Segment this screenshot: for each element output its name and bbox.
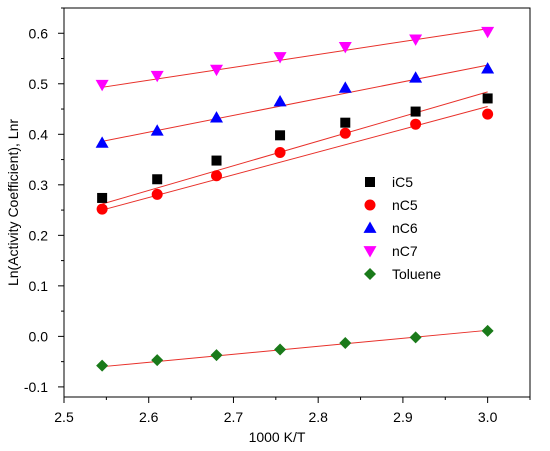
axes: [63, 7, 531, 398]
fit-line-toluene: [102, 329, 488, 368]
point-toluene: [96, 359, 109, 372]
x-axis-title: 1000 K/T: [249, 429, 306, 445]
point-nc5: [410, 118, 422, 130]
point-toluene: [481, 324, 494, 337]
point-nc6: [338, 81, 352, 93]
point-ic5: [152, 174, 163, 185]
point-ic5: [340, 117, 351, 128]
legend-label-toluene: Toluene: [392, 266, 441, 282]
point-nc6: [409, 71, 423, 83]
point-nc6: [150, 124, 164, 136]
legend-marker-ic5: [365, 177, 375, 187]
data-points: [95, 26, 495, 372]
x-tick-label: 2.8: [308, 409, 328, 425]
point-nc6: [273, 94, 287, 107]
point-toluene: [274, 343, 287, 356]
point-ic5: [211, 155, 222, 166]
point-nc7: [210, 64, 224, 77]
point-nc5: [274, 146, 286, 158]
y-tick-label: 0.4: [29, 126, 49, 142]
legend: iC5 nC5 nC6 nC7 Toluene: [363, 174, 441, 282]
legend-label-nc6: nC6: [392, 220, 418, 236]
point-nc5: [339, 127, 351, 139]
point-ic5: [410, 106, 421, 117]
point-toluene: [339, 336, 352, 349]
x-tick-label: 3.0: [478, 409, 498, 425]
x-tick-label: 2.9: [393, 409, 413, 425]
fit-line-nc7: [102, 28, 488, 88]
point-nc5: [211, 170, 223, 182]
point-toluene: [151, 354, 164, 367]
point-ic5: [97, 192, 108, 203]
ticks: 2.5 2.6 2.7 2.8 2.9 3.0 -0.1 0.0 0.1 0.2 0.3 0.4 0.5…: [24, 7, 531, 425]
point-nc7: [409, 34, 423, 46]
y-axis-title: Ln(Activity Coefficient), Lnr: [5, 119, 21, 286]
point-nc5: [151, 188, 163, 200]
y-tick-label: -0.1: [24, 379, 48, 395]
fit-line-ic5: [101, 91, 488, 205]
point-toluene: [210, 349, 223, 362]
x-tick-label: 2.5: [54, 409, 74, 425]
point-toluene: [409, 331, 422, 344]
y-tick-label: 0.3: [29, 177, 49, 193]
y-tick-label: 0.6: [29, 25, 49, 41]
point-ic5: [482, 93, 493, 104]
point-nc6: [95, 136, 109, 148]
fit-lines: [101, 28, 488, 368]
point-nc5: [96, 203, 108, 215]
legend-marker-toluene: [364, 268, 376, 280]
y-tick-label: 0.2: [29, 227, 49, 243]
point-nc6: [210, 111, 224, 123]
point-nc7: [95, 79, 109, 92]
y-tick-label: 0.0: [29, 328, 49, 344]
point-nc5: [482, 108, 494, 120]
legend-marker-nc5: [364, 199, 376, 211]
x-tick-label: 2.7: [224, 409, 244, 425]
legend-label-nc5: nC5: [392, 197, 418, 213]
point-nc7: [150, 70, 164, 83]
y-tick-label: 0.5: [29, 76, 49, 92]
fit-line-nc6: [102, 64, 488, 142]
legend-label-ic5: iC5: [392, 174, 413, 190]
point-nc7: [273, 52, 287, 64]
legend-label-nc7: nC7: [392, 243, 418, 259]
y-tick-label: 0.1: [29, 278, 49, 294]
fit-line-nc5: [101, 106, 488, 211]
x-tick-label: 2.6: [139, 409, 159, 425]
point-ic5: [275, 130, 286, 141]
point-nc7: [338, 42, 352, 54]
legend-marker-nc7: [363, 246, 377, 258]
point-nc7: [481, 26, 495, 39]
legend-marker-nc6: [363, 221, 377, 233]
plot-frame: [63, 7, 531, 398]
point-nc6: [481, 62, 495, 74]
